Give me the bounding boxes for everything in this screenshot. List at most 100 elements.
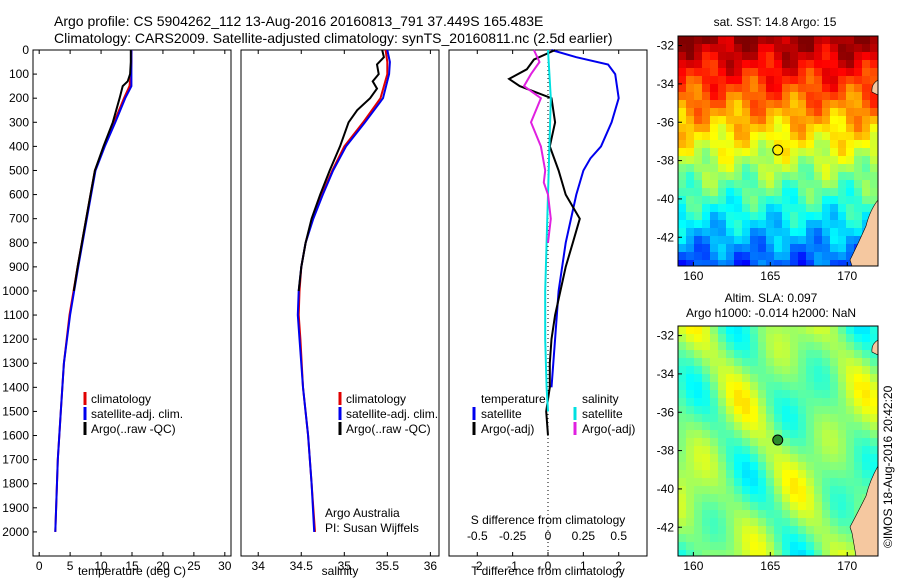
map-cell	[774, 502, 782, 510]
map-cell	[798, 406, 806, 414]
map-cell	[710, 550, 718, 556]
map-cell	[774, 358, 782, 366]
map-cell	[766, 542, 774, 550]
map-cell	[750, 252, 758, 260]
sst-map-coastline	[849, 79, 879, 267]
salinity-series	[296, 49, 391, 532]
legend-label-climatology: climatology	[346, 392, 406, 406]
map-cell	[822, 366, 830, 374]
x-tick-label: 2	[615, 559, 622, 573]
map-cell	[742, 526, 750, 534]
map-cell	[686, 116, 694, 124]
map-cell	[870, 100, 878, 108]
map-cell	[822, 52, 830, 60]
map-cell	[782, 132, 790, 140]
difference-legend: temperature salinity satellite Argo(-adj…	[472, 392, 635, 436]
map-cell	[694, 366, 702, 374]
map-cell	[806, 212, 814, 220]
map-cell	[798, 326, 806, 334]
map-cell	[806, 180, 814, 188]
map-cell	[822, 36, 830, 44]
map-cell	[702, 502, 710, 510]
map-cell	[806, 204, 814, 212]
map-cell	[742, 68, 750, 76]
map-cell	[814, 172, 822, 180]
map-cell	[766, 438, 774, 446]
sla-map-panel: Altim. SLA: 0.097 Argo h1000: -0.014 h20…	[657, 291, 879, 573]
map-cell	[798, 446, 806, 454]
series-line-argo	[297, 49, 385, 292]
map-cell	[742, 36, 750, 44]
map-cell	[766, 350, 774, 358]
map-cell	[750, 172, 758, 180]
map-cell	[702, 510, 710, 518]
map-cell	[726, 430, 734, 438]
salinity-panel: 34 34.5 35 35.5 36 salinity climatology sate…	[240, 49, 440, 578]
map-cell	[734, 502, 742, 510]
map-cell	[814, 454, 822, 462]
map-cell	[694, 382, 702, 390]
map-cell	[702, 132, 710, 140]
map-cell	[846, 422, 854, 430]
map-cell	[838, 414, 846, 422]
map-cell	[678, 92, 686, 100]
map-cell	[870, 52, 878, 60]
map-cell	[798, 252, 806, 260]
map-cell	[814, 252, 822, 260]
map-cell	[750, 518, 758, 526]
map-cell	[718, 398, 726, 406]
map-cell	[694, 36, 702, 44]
map-cell	[790, 132, 798, 140]
map-cell	[678, 334, 686, 342]
map-cell	[862, 486, 870, 494]
map-cell	[766, 406, 774, 414]
map-cell	[806, 398, 814, 406]
map-cell	[806, 156, 814, 164]
map-cell	[686, 382, 694, 390]
map-cell	[790, 180, 798, 188]
map-cell	[846, 438, 854, 446]
map-cell	[750, 92, 758, 100]
map-cell	[774, 204, 782, 212]
map-cell	[806, 438, 814, 446]
map-cell	[774, 422, 782, 430]
map-cell	[750, 140, 758, 148]
map-cell	[742, 236, 750, 244]
map-cell	[734, 470, 742, 478]
map-cell	[806, 236, 814, 244]
map-cell	[854, 204, 862, 212]
map-cell	[798, 358, 806, 366]
map-cell	[758, 382, 766, 390]
map-y-tick-label: -38	[657, 154, 675, 168]
map-cell	[686, 494, 694, 502]
map-cell	[742, 478, 750, 486]
map-cell	[838, 204, 846, 212]
map-cell	[726, 124, 734, 132]
x-tick-label: 35.5	[376, 559, 400, 573]
map-cell	[734, 76, 742, 84]
temperature-axes-frame	[32, 49, 232, 557]
map-cell	[702, 326, 710, 334]
map-cell	[694, 350, 702, 358]
map-cell	[870, 438, 878, 446]
map-cell	[814, 236, 822, 244]
map-cell	[838, 108, 846, 116]
map-cell	[790, 188, 798, 196]
map-cell	[750, 196, 758, 204]
map-cell	[854, 374, 862, 382]
map-cell	[678, 140, 686, 148]
map-cell	[678, 374, 686, 382]
map-cell	[830, 526, 838, 534]
map-cell	[782, 438, 790, 446]
map-cell	[726, 422, 734, 430]
map-cell	[734, 44, 742, 52]
map-cell	[718, 92, 726, 100]
map-cell	[782, 486, 790, 494]
map-cell	[766, 326, 774, 334]
map-cell	[718, 374, 726, 382]
map-cell	[822, 494, 830, 502]
map-cell	[774, 164, 782, 172]
map-cell	[782, 180, 790, 188]
y-tick-label: 1000	[2, 284, 29, 298]
series-line-temperature-satellite	[550, 49, 620, 388]
